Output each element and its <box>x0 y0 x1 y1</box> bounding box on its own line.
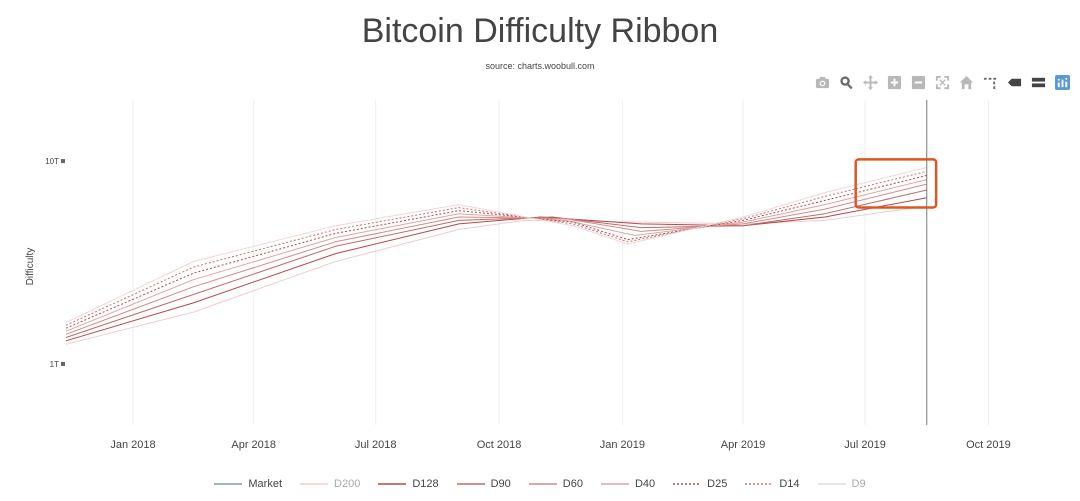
legend-swatch <box>456 483 485 485</box>
legend-swatch <box>528 483 557 485</box>
zoom-icon[interactable] <box>838 74 854 90</box>
legend-label: D128 <box>412 478 439 490</box>
series-line-d9 <box>65 167 927 323</box>
series-line-d90 <box>65 189 927 338</box>
legend-item-d200[interactable]: D200 <box>300 478 360 490</box>
series-line-d40 <box>65 179 927 332</box>
x-tick-label: Apr 2019 <box>721 439 766 451</box>
legend-label: D9 <box>851 478 866 490</box>
modebar <box>814 74 1070 90</box>
x-tick-label: Jul 2019 <box>844 439 886 451</box>
legend-label: Market <box>248 478 283 490</box>
left-tick-mark <box>61 361 65 366</box>
pan-icon[interactable] <box>862 74 878 90</box>
series-line-d25 <box>65 174 927 329</box>
y-axis-title: Difficulty <box>25 248 36 286</box>
legend-item-d25[interactable]: D25 <box>673 478 727 490</box>
left-tick-mark <box>61 159 65 164</box>
legend-swatch <box>300 483 329 485</box>
plotly-logo-icon[interactable] <box>1054 74 1070 90</box>
x-tick-label: Oct 2019 <box>966 439 1011 451</box>
x-tick-label: Jul 2018 <box>355 439 397 451</box>
legend-swatch <box>600 483 629 485</box>
chart-subtitle: source: charts.woobull.com <box>485 61 595 71</box>
legend-label: D40 <box>634 478 656 490</box>
legend-item-d40[interactable]: D40 <box>600 478 656 490</box>
left-tick-label: 1T <box>50 360 59 369</box>
chart-legend: Market D200 D128 D90 D60 D40 D25 D14 D9 <box>0 478 1080 490</box>
legend-label: D25 <box>707 478 728 490</box>
legend-item-market[interactable]: Market <box>214 478 282 490</box>
series-line-d200 <box>65 205 927 345</box>
legend-label: D200 <box>334 478 361 490</box>
zoom-out-icon[interactable] <box>910 74 926 90</box>
hover-compare-icon[interactable] <box>1030 74 1046 90</box>
series-line-d60 <box>65 183 927 335</box>
series-line-d14 <box>65 170 927 326</box>
legend-swatch <box>745 483 774 485</box>
legend-swatch <box>214 483 243 485</box>
legend-label: D14 <box>779 478 800 490</box>
home-icon[interactable] <box>958 74 974 90</box>
x-tick-label: Jan 2018 <box>110 439 155 451</box>
chart-title: Bitcoin Difficulty Ribbon <box>361 12 719 50</box>
legend-swatch <box>378 483 407 485</box>
legend-item-d14[interactable]: D14 <box>745 478 800 490</box>
legend-item-d60[interactable]: D60 <box>528 478 583 490</box>
x-tick-label: Oct 2018 <box>477 439 522 451</box>
legend-item-d9[interactable]: D9 <box>817 478 866 490</box>
legend-label: D60 <box>562 478 583 490</box>
highlight-box <box>854 158 938 209</box>
legend-label: D90 <box>490 478 511 490</box>
legend-swatch <box>817 483 846 485</box>
camera-icon[interactable] <box>814 74 830 90</box>
hover-closest-icon[interactable] <box>1006 74 1022 90</box>
left-tick-label: 10T <box>45 157 59 166</box>
x-tick-label: Jan 2019 <box>600 439 645 451</box>
legend-swatch <box>673 483 702 485</box>
legend-item-d128[interactable]: D128 <box>378 478 439 490</box>
x-tick-label: Apr 2018 <box>231 439 276 451</box>
zoom-in-icon[interactable] <box>886 74 902 90</box>
legend-item-d90[interactable]: D90 <box>456 478 511 490</box>
autoscale-icon[interactable] <box>934 74 950 90</box>
spike-lines-icon[interactable] <box>982 74 998 90</box>
